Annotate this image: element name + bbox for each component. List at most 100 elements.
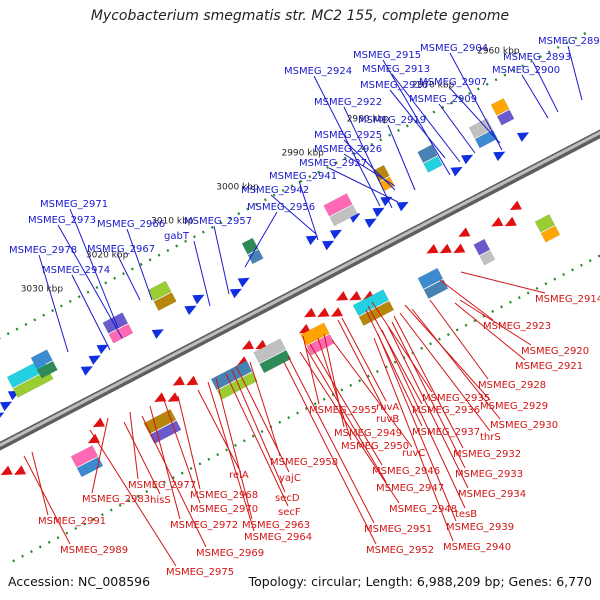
reverse-gene-block [473,238,491,256]
reverse-gene-label: MSMEG_2952 [366,545,434,556]
reverse-gene-arrow [172,376,185,386]
reverse-gene-label: MSMEG_2991 [38,516,106,527]
reverse-gene-arrow [458,227,471,237]
reverse-leader-line [393,315,464,449]
forward-leader-line [448,86,501,144]
forward-gene-block [329,204,358,227]
reverse-leader-line [177,395,201,490]
forward-leader-line [116,253,141,301]
reverse-gene-block [70,445,99,468]
reverse-gene-block [352,289,390,317]
forward-gene-arrow [461,154,474,165]
scale-label: 2960 kbp [477,47,520,57]
reverse-gene-label: ruvC [402,448,425,459]
outer-scale-ring [0,28,594,340]
reverse-gene-arrow [241,340,254,350]
forward-gene-label: MSMEG_2916 [360,80,428,91]
forward-gene-arrow [80,366,93,376]
forward-leader-line [69,208,119,329]
reverse-gene-label: secD [275,493,300,504]
reverse-gene-label: MSMEG_2958 [270,457,338,468]
forward-leader-line [343,106,393,209]
reverse-gene-label: MSMEG_2921 [515,361,583,372]
reverse-gene-label: relA [229,470,249,481]
forward-gene-label: MSMEG_2973 [28,215,96,226]
forward-gene-label: MSMEG_2904 [420,43,488,54]
forward-gene-label: MSMEG_2926 [314,144,382,155]
reverse-gene-block [76,456,104,478]
scale-label: 2970 kbp [412,81,455,91]
reverse-gene-label: MSMEG_2983 [82,494,150,505]
forward-gene-label: gabT [164,231,190,242]
reverse-gene-label: MSMEG_2937 [412,427,480,438]
forward-gene-block [468,117,493,139]
reverse-leader-line [387,325,469,489]
forward-leader-line [126,228,153,301]
reverse-gene-arrow [317,307,330,317]
reverse-gene-arrow [349,290,362,301]
reverse-gene-label: MSMEG_2968 [190,490,258,501]
forward-leader-line [57,224,123,339]
reverse-gene-arrow [509,200,522,211]
reverse-gene-arrow [186,375,199,386]
reverse-gene-arrow [504,216,517,227]
reverse-leader-line [141,415,207,548]
reverse-gene-label: MSMEG_2929 [480,401,548,412]
forward-leader-line [244,211,278,268]
forward-leader-line [313,75,381,207]
reverse-gene-label: MSMEG_2923 [483,321,551,332]
reverse-gene-label: ruvB [376,414,399,425]
reverse-leader-line [23,455,71,545]
reverse-leader-line [377,333,457,522]
reverse-gene-label: MSMEG_2970 [190,504,258,515]
map-title: Mycobacterium smegmatis str. MC2 155, co… [90,8,510,24]
forward-gene-block [36,360,58,379]
reverse-gene-block [210,360,253,391]
forward-gene-label: MSMEG_2922 [314,97,382,108]
reverse-leader-line [215,377,253,520]
reverse-gene-block [358,300,395,326]
reverse-gene-label: ruvA [376,402,399,413]
reverse-gene-label: MSMEG_2936 [412,405,480,416]
forward-gene-label: MSMEG_2927 [299,158,367,169]
reverse-gene-block [534,214,556,233]
reverse-gene-arrow [92,417,105,428]
forward-gene-label: MSMEG_2909 [409,94,477,105]
reverse-gene-arrow [491,217,504,227]
reverse-leader-line [163,399,201,504]
reverse-gene-block [253,338,287,364]
forward-gene-block [423,155,443,173]
reverse-leader-line [249,361,281,457]
forward-gene-block [108,323,134,344]
scale-label: 3010 kbp [151,216,194,226]
forward-gene-label: MSMEG_2924 [284,66,352,77]
forward-gene-arrow [364,218,377,228]
forward-gene-block [496,109,515,126]
scale-label: 3000 kbp [216,183,259,193]
reverse-leader-line [459,299,532,346]
reverse-gene-label: MSMEG_2939 [446,522,514,533]
forward-gene-label: MSMEG_2942 [241,185,309,196]
forward-gene-arrow [229,288,242,299]
reverse-leader-line [373,337,454,542]
reverse-leader-line [231,369,286,493]
reverse-gene-arrow [336,291,348,301]
forward-gene-label: MSMEG_2971 [40,199,108,210]
reverse-gene-label: MSMEG_2933 [455,469,523,480]
forward-gene-label: MSMEG_2893 [503,52,571,63]
reverse-gene-label: MSMEG_2975 [166,567,234,578]
reverse-leader-line [381,329,466,509]
reverse-gene-label: MSMEG_2949 [334,428,402,439]
forward-gene-arrow [0,412,5,418]
reverse-gene-label: MSMEG_2972 [170,520,238,531]
reverse-gene-block [479,250,496,266]
forward-leader-line [343,153,396,187]
reverse-gene-label: MSMEG_2955 [309,405,377,416]
forward-gene-label: MSMEG_2974 [42,265,110,276]
reverse-leader-line [317,337,352,441]
leader-layer [23,45,583,567]
forward-leader-line [389,89,446,159]
forward-gene-arrow [305,235,318,246]
reverse-gene-label: thrS [480,432,501,443]
